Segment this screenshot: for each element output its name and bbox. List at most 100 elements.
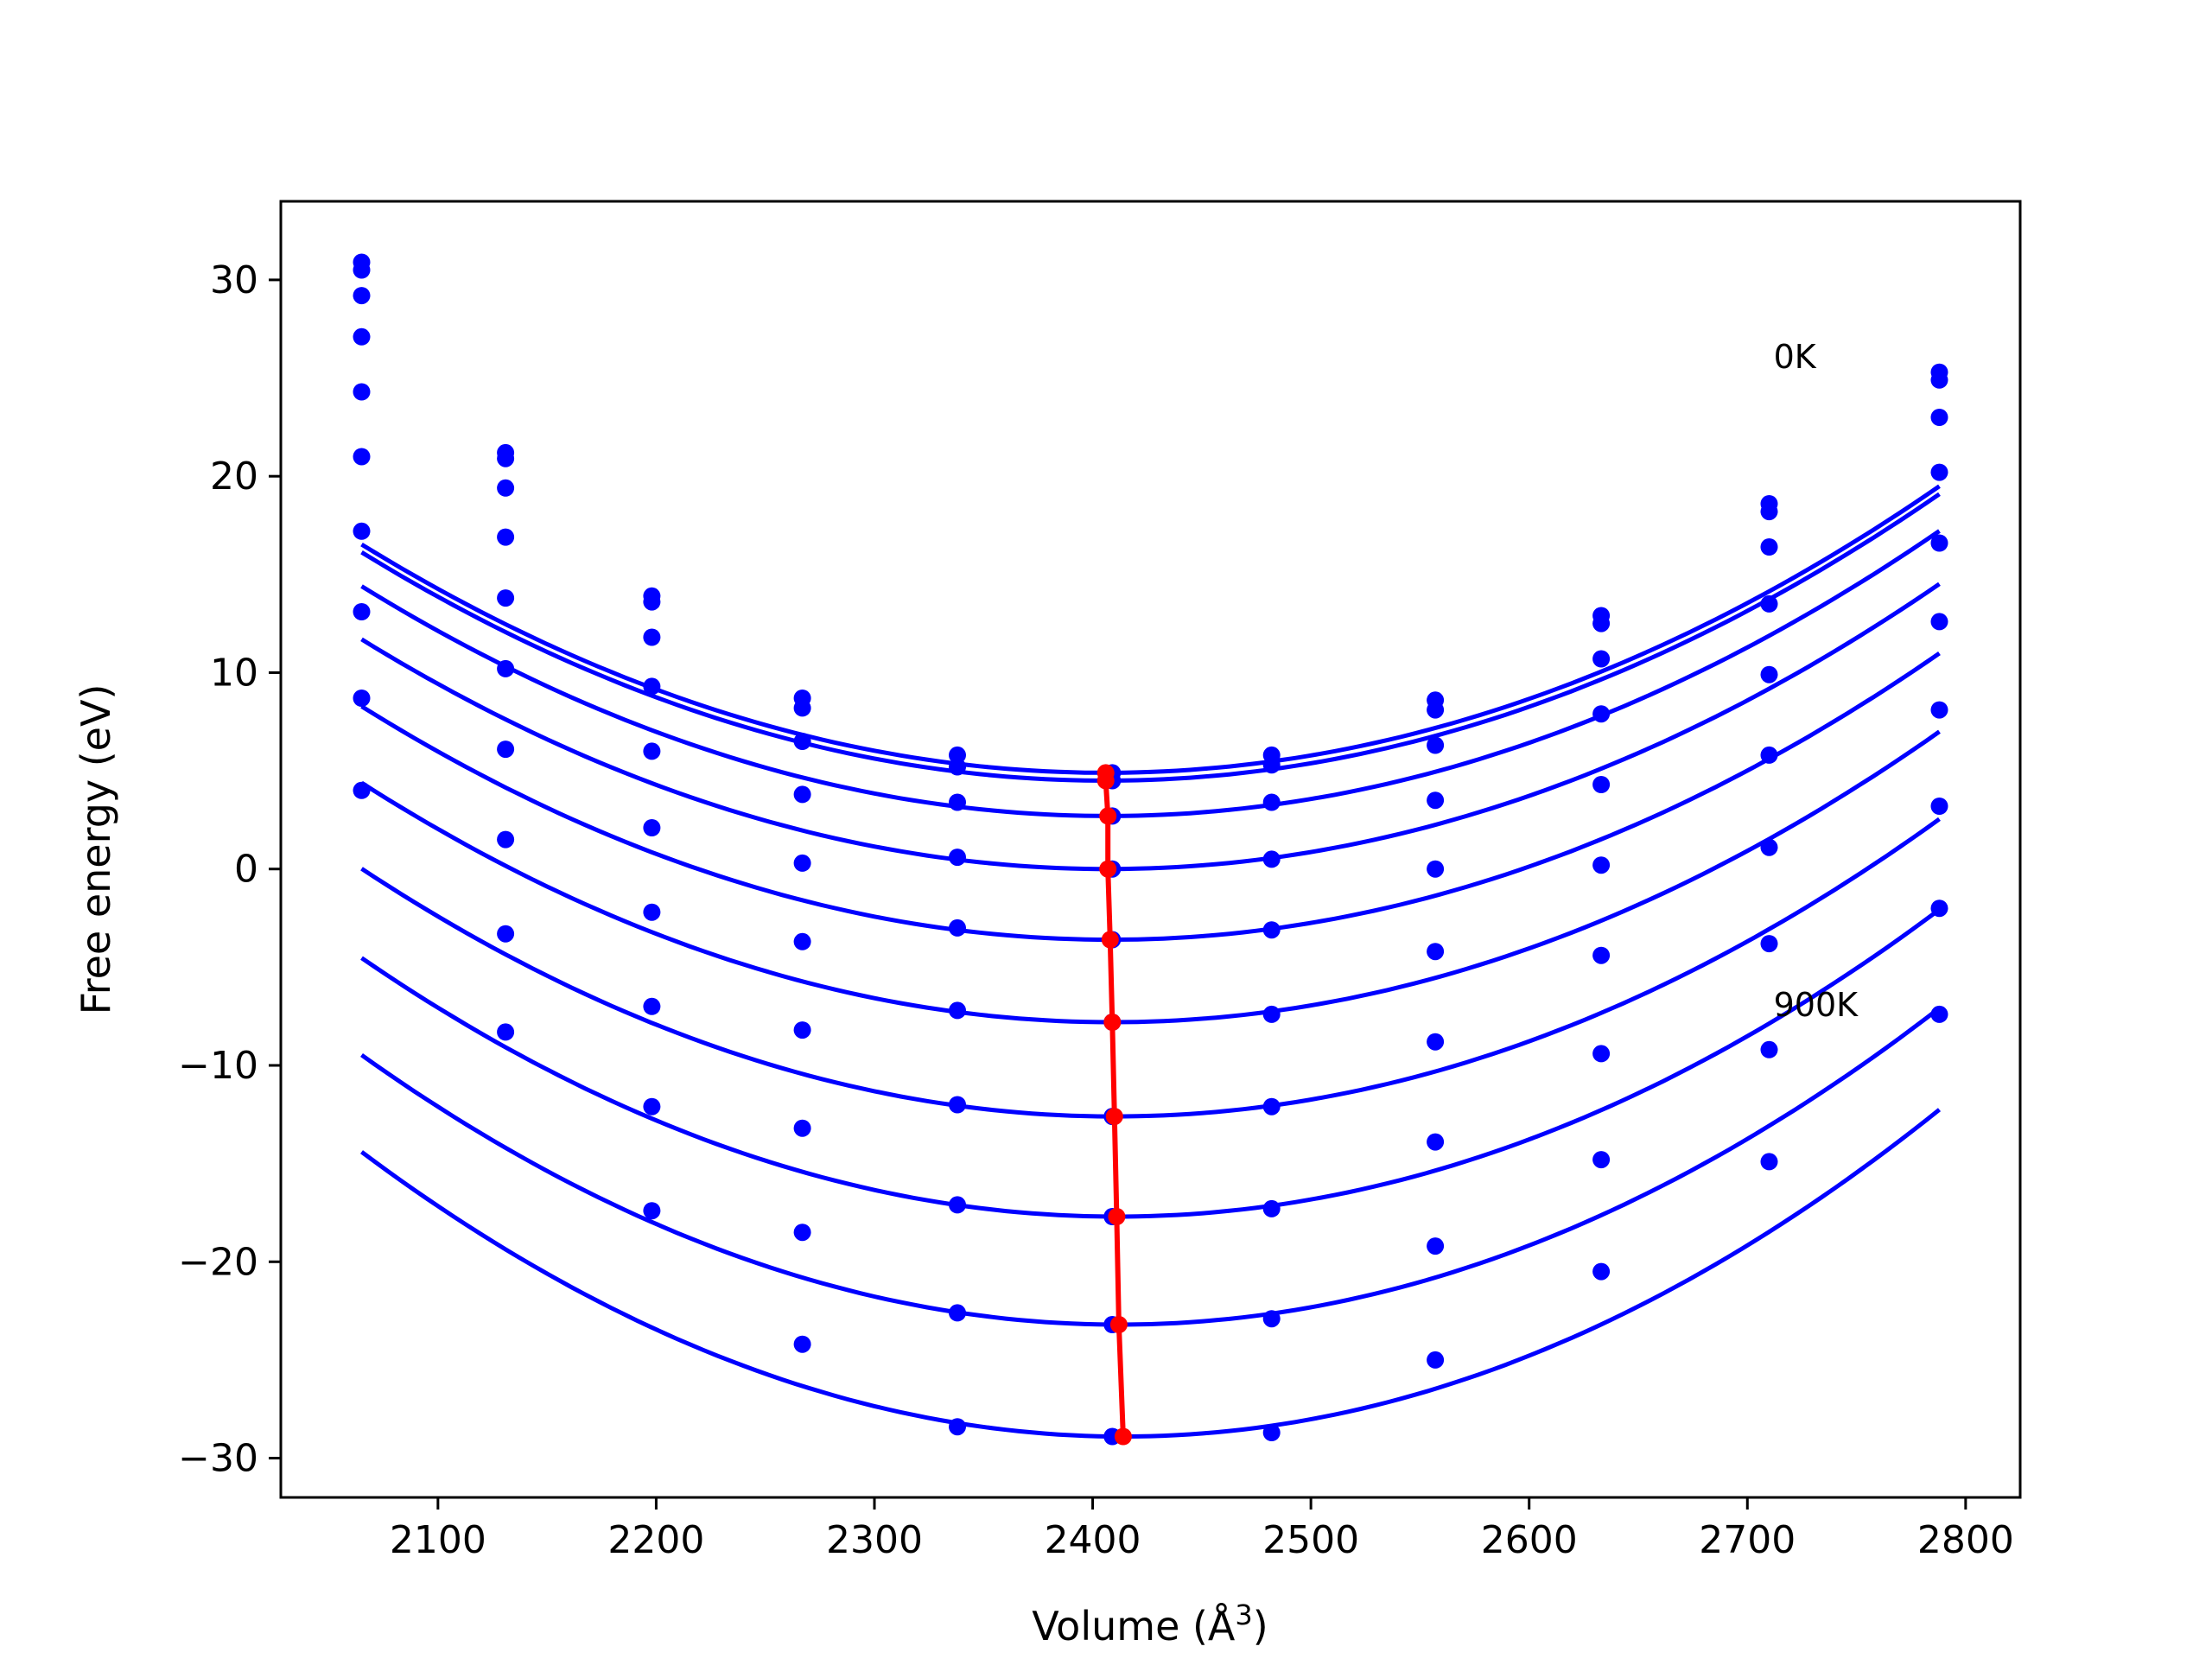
data-point-2-2 xyxy=(643,628,661,646)
data-point-9-6 xyxy=(1262,1424,1281,1441)
data-point-7-2 xyxy=(643,997,661,1015)
data-point-4-10 xyxy=(1930,534,1948,552)
fit-curve-4 xyxy=(360,652,1941,942)
data-point-1-9 xyxy=(1760,503,1778,521)
data-point-4-9 xyxy=(1760,665,1778,683)
data-point-3-4 xyxy=(949,849,966,867)
minimum-point-5 xyxy=(1103,1014,1122,1031)
x-tick-label-3: 2400 xyxy=(1045,1518,1141,1562)
y-tick-label-0: −30 xyxy=(178,1437,258,1481)
data-point-1-3 xyxy=(793,699,811,717)
data-point-5-1 xyxy=(497,659,515,677)
curves-layer xyxy=(360,484,1942,1439)
data-point-9-4 xyxy=(949,1418,966,1436)
data-point-4-3 xyxy=(793,854,811,872)
x-tick-label-0: 2100 xyxy=(390,1518,486,1562)
fit-curve-1 xyxy=(360,492,1941,783)
data-point-8-6 xyxy=(1262,1310,1281,1328)
data-point-7-10 xyxy=(1930,798,1948,815)
data-point-1-8 xyxy=(1592,614,1611,632)
data-point-2-7 xyxy=(1427,736,1445,754)
data-point-3-7 xyxy=(1427,791,1445,810)
fit-curve-6 xyxy=(360,817,1941,1119)
y-tick-label-3: 0 xyxy=(234,848,258,892)
minimum-point-9 xyxy=(1114,1427,1132,1446)
minimum-point-7 xyxy=(1108,1208,1126,1225)
fit-curve-3 xyxy=(360,582,1941,872)
data-point-6-9 xyxy=(1760,838,1778,856)
y-tick-label-6: 30 xyxy=(210,258,258,302)
x-tick-label-2: 2300 xyxy=(826,1518,923,1562)
data-point-4-6 xyxy=(1262,921,1281,939)
y-tick-label-2: −10 xyxy=(178,1044,258,1088)
data-point-8-0 xyxy=(353,690,371,707)
data-point-6-0 xyxy=(353,522,371,540)
plot-frame xyxy=(279,200,2022,1499)
data-point-3-9 xyxy=(1760,594,1778,613)
data-point-8-8 xyxy=(1592,1151,1611,1169)
data-point-3-8 xyxy=(1592,705,1611,723)
data-point-7-6 xyxy=(1262,1199,1281,1217)
data-point-8-2 xyxy=(643,1097,661,1116)
x-axis-label-suffix: ) xyxy=(1253,1603,1268,1649)
data-point-5-8 xyxy=(1592,856,1611,874)
data-point-1-7 xyxy=(1427,701,1445,719)
data-point-2-1 xyxy=(497,479,515,497)
data-point-4-0 xyxy=(353,383,371,401)
data-point-6-1 xyxy=(497,741,515,759)
data-point-8-3 xyxy=(793,1224,811,1242)
data-point-1-10 xyxy=(1930,371,1948,389)
minima-layer xyxy=(1096,764,1132,1446)
data-point-7-1 xyxy=(497,830,515,849)
data-point-6-4 xyxy=(949,1096,966,1114)
data-point-8-4 xyxy=(949,1304,966,1322)
data-point-2-9 xyxy=(1760,538,1778,556)
y-tick-label-4: 10 xyxy=(210,651,258,695)
x-tick-label-7: 2800 xyxy=(1917,1518,2014,1562)
data-point-1-2 xyxy=(643,593,661,611)
y-axis-label: Free energy (eV) xyxy=(73,684,119,1015)
data-point-4-8 xyxy=(1592,776,1611,793)
x-axis-ticks: 2100 2200 2300 2400 2500 2600 2700 2800 xyxy=(390,1497,2014,1562)
data-point-1-6 xyxy=(1262,756,1281,774)
minimum-point-3 xyxy=(1099,860,1117,878)
data-point-5-3 xyxy=(793,932,811,950)
fit-curve-9 xyxy=(360,1108,1942,1439)
data-point-3-0 xyxy=(353,327,371,346)
data-point-9-7 xyxy=(1427,1351,1445,1369)
data-point-6-8 xyxy=(1592,946,1611,964)
data-point-3-2 xyxy=(643,677,661,696)
data-point-9-8 xyxy=(1592,1262,1611,1281)
data-point-3-3 xyxy=(793,785,811,804)
x-tick-label-4: 2500 xyxy=(1262,1518,1359,1562)
data-point-7-7 xyxy=(1427,1133,1445,1151)
minimum-point-8 xyxy=(1109,1316,1128,1333)
data-point-5-2 xyxy=(643,819,661,836)
data-point-3-1 xyxy=(497,528,515,546)
fit-curve-5 xyxy=(360,729,1941,1025)
data-point-6-7 xyxy=(1427,1033,1445,1051)
data-point-8-7 xyxy=(1427,1237,1445,1255)
annotation-0: 0K xyxy=(1774,338,1817,376)
fit-curve-7 xyxy=(360,907,1941,1219)
data-point-5-7 xyxy=(1427,943,1445,961)
minimum-point-6 xyxy=(1105,1108,1123,1126)
data-point-8-9 xyxy=(1760,1040,1778,1058)
data-point-5-6 xyxy=(1262,1005,1281,1023)
x-axis-label-sup: 3 xyxy=(1235,1599,1252,1631)
data-point-8-10 xyxy=(1930,899,1948,918)
data-point-6-2 xyxy=(643,903,661,921)
data-point-7-9 xyxy=(1760,935,1778,953)
x-axis-label-main: Volume (Å xyxy=(1032,1603,1236,1649)
data-point-7-4 xyxy=(949,1196,966,1214)
y-tick-label-1: −20 xyxy=(178,1240,258,1284)
data-point-5-4 xyxy=(949,1001,966,1020)
data-point-2-6 xyxy=(1262,793,1281,811)
data-point-2-4 xyxy=(949,793,966,811)
data-point-6-6 xyxy=(1262,1097,1281,1116)
data-point-5-0 xyxy=(353,448,371,466)
y-tick-label-5: 20 xyxy=(210,454,258,499)
data-point-2-0 xyxy=(353,287,371,305)
fit-curve-2 xyxy=(360,529,1941,818)
